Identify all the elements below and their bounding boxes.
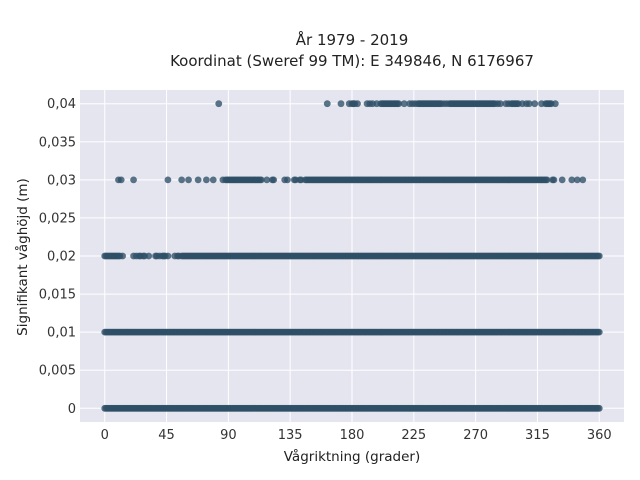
y-tick-label: 0,005	[39, 364, 76, 379]
data-point	[543, 176, 551, 184]
data-point	[354, 100, 361, 108]
data-point	[130, 176, 137, 184]
data-point	[215, 100, 223, 108]
x-tick-label: 135	[278, 428, 303, 443]
data-point	[178, 176, 186, 184]
data-point	[337, 100, 345, 108]
data-point	[145, 252, 153, 260]
data-point	[525, 100, 533, 108]
y-tick-label: 0,035	[39, 135, 76, 150]
data-point	[164, 176, 172, 184]
y-tick-label: 0,025	[39, 211, 76, 226]
y-tick-label: 0,015	[39, 288, 76, 303]
data-point	[117, 176, 125, 184]
chart-subtitle: Koordinat (Sweref 99 TM): E 349846, N 61…	[170, 52, 534, 70]
data-point	[568, 176, 576, 184]
data-point	[550, 176, 558, 184]
data-point	[263, 176, 271, 184]
data-point	[595, 328, 603, 336]
data-point	[395, 100, 403, 108]
x-tick-label: 90	[220, 428, 237, 443]
data-point	[284, 176, 291, 184]
data-point	[257, 176, 265, 184]
y-tick-label: 0,03	[47, 173, 76, 188]
y-tick-label: 0,02	[47, 250, 76, 265]
x-tick-label: 270	[463, 428, 488, 443]
chart-title: År 1979 - 2019	[296, 30, 409, 49]
data-point	[185, 176, 192, 184]
y-tick-label: 0	[68, 402, 76, 417]
data-point	[119, 252, 126, 260]
x-tick-label: 360	[587, 428, 612, 443]
x-tick-label: 180	[340, 428, 365, 443]
y-tick-label: 0,01	[47, 326, 76, 341]
x-tick-labels: 0 45 90 135 180 225 270 315 360	[101, 428, 612, 443]
y-tick-label: 0,04	[47, 97, 76, 112]
data-point	[595, 404, 603, 412]
data-points	[101, 100, 603, 412]
data-point	[209, 176, 217, 184]
x-tick-label: 45	[158, 428, 175, 443]
x-tick-label: 0	[101, 428, 109, 443]
x-tick-label: 315	[525, 428, 550, 443]
data-point	[551, 100, 559, 108]
data-point	[400, 100, 408, 108]
data-point	[202, 176, 210, 184]
data-point	[558, 176, 566, 184]
x-tick-label: 225	[401, 428, 426, 443]
data-point	[323, 100, 331, 108]
data-point	[573, 176, 581, 184]
y-tick-labels: 0 0,005 0,01 0,015 0,02 0,025 0,03 0,035 0,04	[39, 97, 76, 417]
y-axis-label: Signifikant våghöjd (m)	[14, 178, 31, 336]
data-point	[194, 176, 202, 184]
data-point	[531, 100, 539, 108]
data-point	[496, 100, 504, 108]
x-axis-label: Vågriktning (grader)	[284, 448, 421, 465]
data-point	[579, 176, 587, 184]
data-point	[164, 252, 172, 260]
data-point	[270, 176, 278, 184]
data-point	[595, 252, 603, 260]
